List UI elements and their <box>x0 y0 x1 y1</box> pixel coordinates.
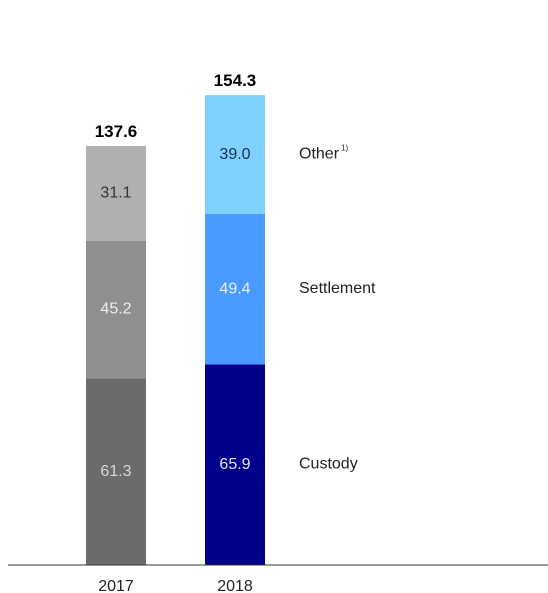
segment-value-label: 61.3 <box>100 463 131 480</box>
legend-footnote-marker: 1) <box>341 144 348 153</box>
total-value-label: 137.6 <box>95 122 138 141</box>
bar-segment-custody-2017 <box>86 378 146 565</box>
x-tick-labels-group: 2017 2018 <box>98 578 253 593</box>
segment-value-label: 31.1 <box>100 185 131 202</box>
total-labels-group: 137.6 154.3 <box>95 71 257 141</box>
total-value-label: 154.3 <box>214 71 257 90</box>
legend: Other 1) Settlement Custody <box>299 144 376 473</box>
legend-item-settlement: Settlement <box>299 280 376 297</box>
legend-label-text: Other <box>299 146 340 163</box>
x-tick-label: 2017 <box>98 578 134 593</box>
bars-group <box>86 95 265 565</box>
bar-segment-settlement-2017 <box>86 240 146 379</box>
x-tick-label: 2018 <box>217 578 253 593</box>
segment-value-label: 39.0 <box>219 146 250 163</box>
legend-item-custody: Custody <box>299 456 358 473</box>
legend-label-text: Settlement <box>299 280 376 297</box>
segment-value-label: 65.9 <box>219 456 250 473</box>
legend-item-other: Other 1) <box>299 144 348 163</box>
bar-segment-custody-2018 <box>205 364 265 565</box>
legend-label-text: Custody <box>299 456 358 473</box>
segment-value-label: 45.2 <box>100 301 131 318</box>
bar-segment-other-2017 <box>86 146 146 241</box>
segment-labels-group: 61.3 45.2 31.1 65.9 49.4 39.0 <box>100 146 250 480</box>
segment-value-label: 49.4 <box>219 280 250 297</box>
bar-segment-settlement-2018 <box>205 213 265 365</box>
bar-segment-other-2018 <box>205 95 265 214</box>
